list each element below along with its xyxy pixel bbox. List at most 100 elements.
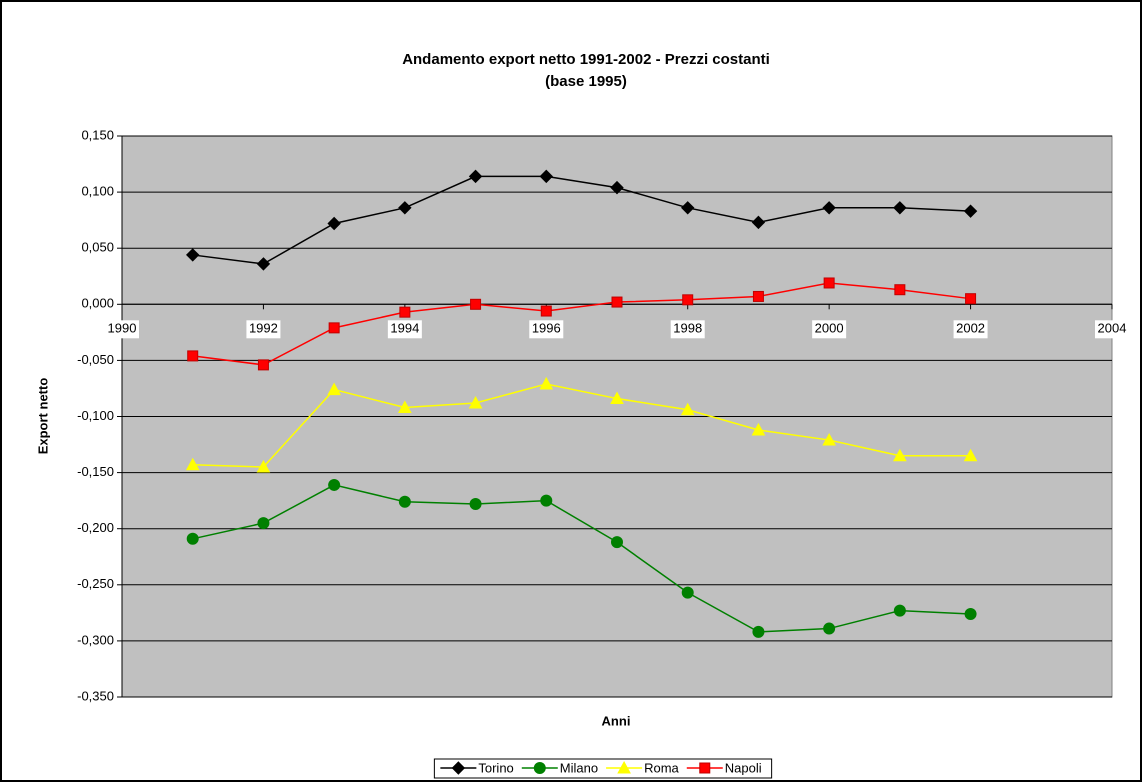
marker <box>681 201 695 215</box>
marker <box>751 422 766 436</box>
marker <box>617 760 631 774</box>
legend-label: Roma <box>644 760 679 775</box>
y-tick-label: -0,150 <box>77 464 114 479</box>
marker <box>893 201 907 215</box>
marker <box>610 391 624 405</box>
marker <box>965 293 977 305</box>
marker <box>539 376 554 390</box>
marker <box>399 306 411 318</box>
series <box>186 478 977 638</box>
marker <box>256 459 271 473</box>
y-axis-label: Export netto <box>35 378 50 455</box>
marker <box>328 478 341 491</box>
marker <box>469 498 482 511</box>
series <box>187 277 977 371</box>
series-line <box>192 383 971 468</box>
y-tick-label: 0,000 <box>81 296 114 311</box>
series-line <box>192 175 971 265</box>
x-tick-label-bg <box>953 320 988 339</box>
marker <box>752 625 765 638</box>
marker <box>610 180 624 195</box>
marker <box>257 359 269 371</box>
marker <box>451 761 466 775</box>
marker <box>681 586 694 599</box>
marker <box>470 298 482 310</box>
series-line <box>192 484 971 633</box>
y-tick-label: 0,050 <box>81 240 114 255</box>
x-tick-label: 2000 <box>815 321 844 336</box>
marker <box>186 248 200 262</box>
marker <box>328 322 340 334</box>
chart-subtitle: (base 1995) <box>545 73 627 90</box>
marker <box>699 762 711 774</box>
y-tick-label: 0,150 <box>81 127 114 142</box>
x-tick-label-bg <box>387 320 422 339</box>
legend-label: Napoli <box>725 760 762 775</box>
marker <box>823 277 835 289</box>
marker <box>680 402 695 416</box>
marker <box>682 294 694 306</box>
marker <box>398 400 412 414</box>
x-tick-label-bg <box>529 320 564 339</box>
legend-item: Napoli <box>686 760 762 775</box>
y-tick-label: -0,050 <box>77 352 114 367</box>
marker <box>539 169 553 184</box>
marker <box>752 290 764 302</box>
marker <box>186 532 199 545</box>
marker <box>964 607 977 620</box>
x-tick-label-bg <box>670 320 705 339</box>
marker <box>327 382 341 396</box>
marker <box>822 201 836 215</box>
marker <box>893 604 906 617</box>
legend-label: Torino <box>478 760 513 775</box>
y-tick-label: -0,200 <box>77 520 114 535</box>
series <box>185 376 978 473</box>
marker <box>963 448 978 462</box>
legend-label: Milano <box>560 760 598 775</box>
legend-item: Milano <box>521 760 598 775</box>
marker <box>963 204 978 218</box>
marker <box>893 448 907 462</box>
marker <box>327 216 341 231</box>
x-tick-label-bg <box>246 320 281 339</box>
marker <box>540 305 552 317</box>
y-tick-label: -0,100 <box>77 408 114 423</box>
x-tick-label: 1994 <box>390 321 419 336</box>
x-tick-label: 2004 <box>1098 321 1127 336</box>
marker <box>468 395 483 409</box>
marker <box>468 169 483 184</box>
series-line <box>192 282 971 366</box>
marker <box>533 762 546 774</box>
x-tick-label: 1996 <box>532 321 561 336</box>
x-tick-label: 1998 <box>673 321 702 336</box>
marker <box>611 296 623 308</box>
x-tick-label-bg <box>105 320 139 339</box>
marker <box>185 457 200 471</box>
marker <box>611 536 623 549</box>
chart-title: Andamento export netto 1991-2002 - Prezz… <box>402 51 770 68</box>
marker <box>894 284 906 296</box>
marker <box>398 201 412 215</box>
y-tick-label: -0,350 <box>77 688 114 703</box>
y-tick-label: -0,300 <box>77 632 114 647</box>
x-tick-label: 2002 <box>956 321 985 336</box>
y-tick-label: 0,100 <box>81 184 114 199</box>
y-tick-label: -0,250 <box>77 576 114 591</box>
legend-item: Torino <box>440 760 514 775</box>
marker <box>751 215 766 230</box>
x-tick-label-bg <box>1095 320 1129 339</box>
marker <box>823 622 836 635</box>
x-tick-label-bg <box>812 320 847 339</box>
series <box>186 169 978 271</box>
marker <box>398 495 411 508</box>
marker <box>822 433 836 446</box>
legend: Torino Milano Roma Napoli <box>433 758 773 779</box>
legend-item: Roma <box>606 760 680 775</box>
x-tick-label: 1990 <box>108 321 137 336</box>
legend-box <box>433 758 773 779</box>
marker <box>256 257 271 271</box>
marker <box>540 494 553 507</box>
marker <box>187 350 199 362</box>
x-axis-label: Anni <box>602 713 631 728</box>
